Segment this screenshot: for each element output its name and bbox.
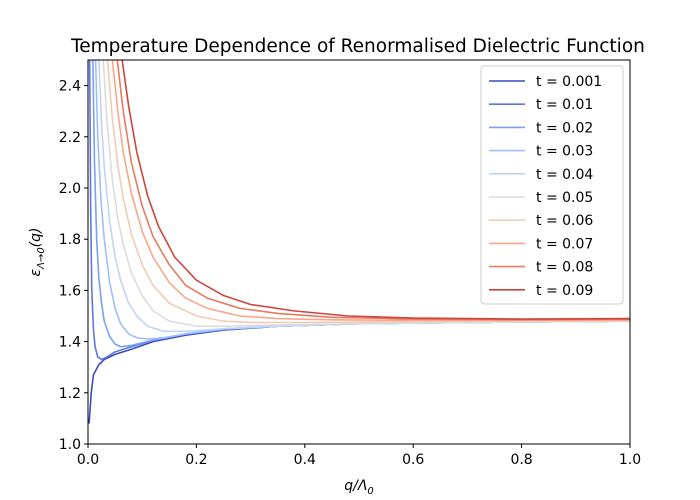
- y-axis-label-tail: (q): [28, 228, 44, 248]
- y-axis-label-sub: Λ→0: [36, 247, 47, 270]
- series-line-10: [121, 60, 630, 320]
- x-tick-label: 0.8: [510, 452, 532, 468]
- x-axis-label: q/Λ0: [344, 478, 374, 497]
- x-tick-label: 0.4: [294, 452, 316, 468]
- legend-label-2: t = 0.01: [536, 97, 593, 113]
- legend-label-3: t = 0.02: [536, 120, 593, 136]
- legend-label-8: t = 0.07: [536, 236, 593, 252]
- chart-title: Temperature Dependence of Renormalised D…: [70, 36, 645, 57]
- x-tick-label: 1.0: [619, 452, 641, 468]
- y-tick-label: 2.2: [59, 130, 81, 146]
- series-layer: [88, 60, 630, 424]
- y-axis-label-main: ε: [28, 268, 44, 276]
- y-axis-label: εΛ→0(q): [28, 228, 47, 277]
- y-tick-label: 2.4: [59, 79, 81, 95]
- series-line-6: [102, 60, 630, 328]
- series-line-8: [111, 60, 630, 322]
- y-tick-label: 1.6: [59, 283, 81, 299]
- axes-layer: 0.0 0.2 0.4 0.6 0.8 1.0 1.0 1.2 1.4 1.6 1.8 2.0 2.2 2…: [59, 79, 641, 468]
- y-tick-label: 1.8: [59, 232, 81, 248]
- y-tick-label: 1.0: [59, 437, 81, 453]
- x-tick-label: 0.2: [185, 452, 207, 468]
- series-line-9: [116, 60, 630, 321]
- legend-label-6: t = 0.05: [536, 190, 593, 206]
- legend-label-4: t = 0.03: [536, 144, 593, 160]
- x-tick-label: 0.6: [402, 452, 424, 468]
- legend-label-9: t = 0.08: [536, 260, 593, 276]
- legend-label-1: t = 0.001: [536, 74, 602, 90]
- y-tick-label: 1.2: [59, 386, 81, 402]
- legend: t = 0.001 t = 0.01 t = 0.02 t = 0.03 t = 0.0…: [480, 65, 624, 305]
- series-line-7: [106, 60, 630, 324]
- plot-frame: [87, 59, 631, 445]
- y-tick-label: 2.0: [59, 181, 81, 197]
- legend-label-10: t = 0.09: [536, 283, 593, 299]
- legend-label-5: t = 0.04: [536, 167, 593, 183]
- legend-frame: [480, 65, 624, 305]
- x-axis-label-main: q/Λ: [344, 478, 367, 494]
- legend-label-7: t = 0.06: [536, 213, 593, 229]
- y-tick-label: 1.4: [59, 335, 81, 351]
- x-axis-label-sub: 0: [367, 486, 373, 497]
- x-tick-label: 0.0: [77, 452, 99, 468]
